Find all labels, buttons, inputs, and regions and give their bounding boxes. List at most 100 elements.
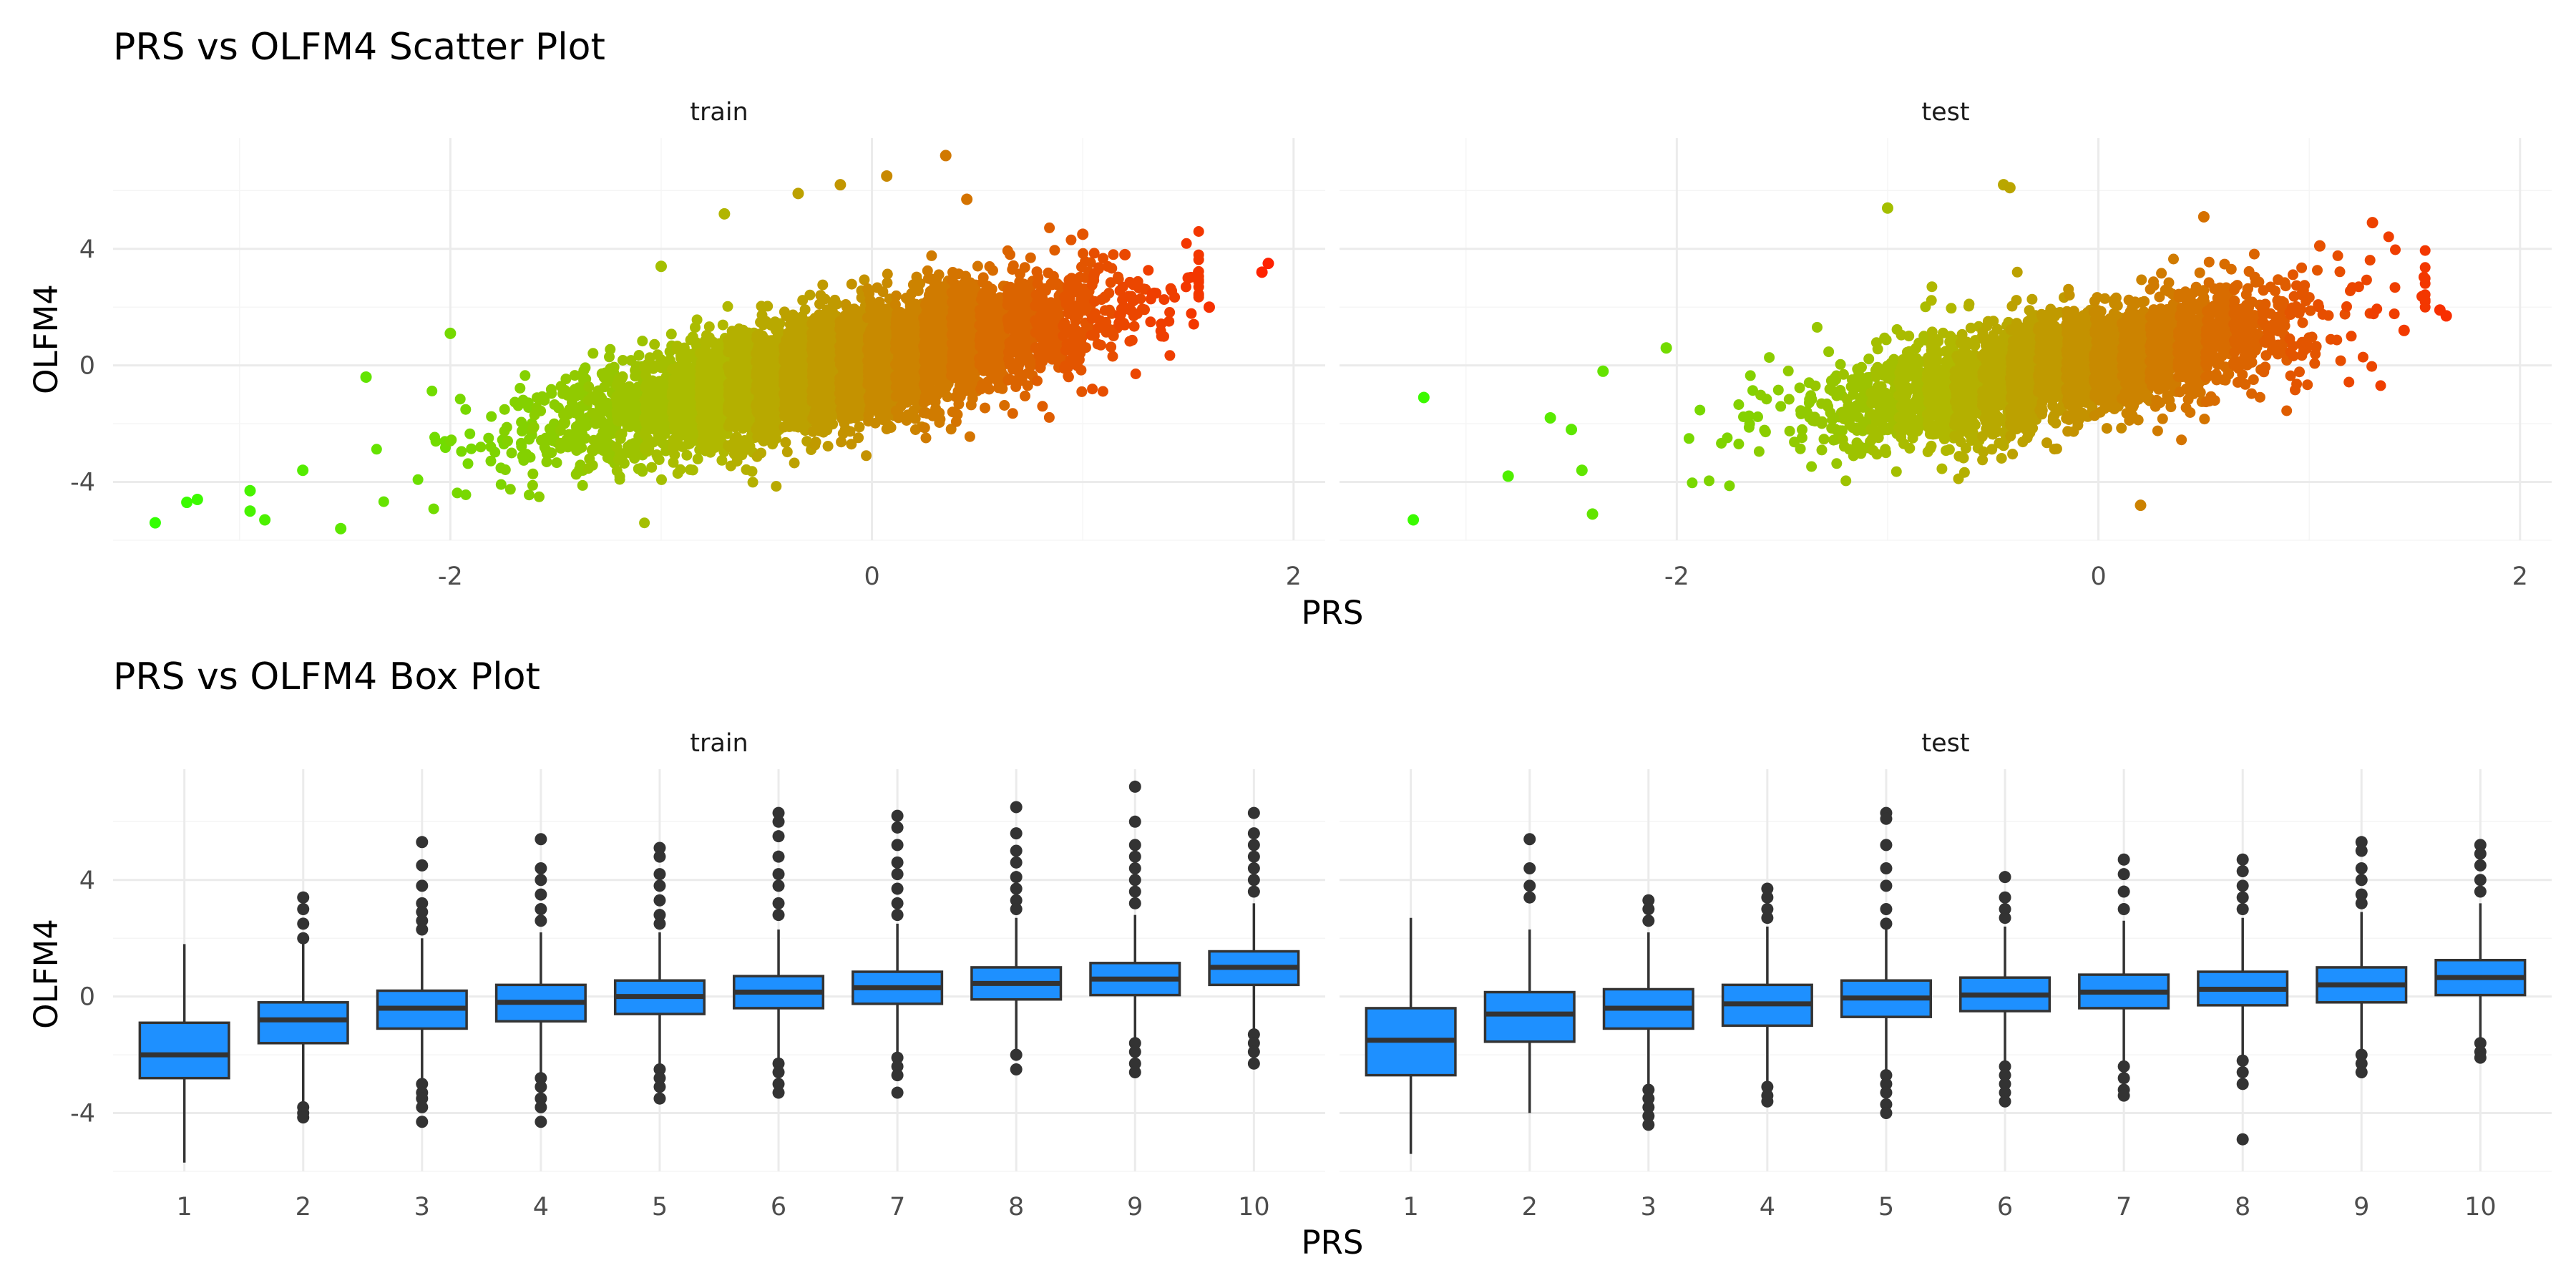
scatter-point: [1262, 258, 1274, 270]
scatter-point: [718, 208, 731, 220]
box-body: [257, 1001, 349, 1045]
outlier-point: [1880, 1078, 1893, 1091]
outlier-point: [772, 879, 785, 892]
outlier-point: [416, 906, 429, 919]
scatter-point: [2440, 310, 2452, 322]
x-tick-label: 6: [1997, 1193, 2013, 1221]
outlier-point: [1999, 1078, 2011, 1091]
outlier-point: [1880, 1086, 1893, 1099]
x-tick-label: -2: [1664, 562, 1689, 591]
scatter-point-group: [2228, 248, 2267, 403]
box-9: [2316, 836, 2408, 1079]
box-body: [1483, 990, 1576, 1043]
box-8: [2197, 853, 2289, 1146]
outlier-point: [1010, 856, 1023, 869]
outlier-point: [2474, 839, 2487, 852]
scatter-point-group: [610, 336, 650, 485]
outlier-point: [416, 1101, 429, 1113]
scatter-point: [2197, 210, 2210, 223]
outlier-point: [891, 1060, 904, 1073]
outlier-point: [2117, 885, 2130, 898]
box-9: [1089, 780, 1181, 1079]
y-tick-label: 0: [79, 983, 95, 1012]
outlier-point: [1642, 894, 1655, 907]
outlier-point: [1999, 1095, 2011, 1108]
outlier-point: [1128, 1066, 1141, 1079]
outlier-point: [891, 897, 904, 909]
outlier-point: [2236, 853, 2249, 866]
scatter-panel-test: test -2 0 2: [1340, 98, 2552, 591]
scatter-point: [2366, 217, 2379, 229]
outlier-point: [1642, 914, 1655, 927]
outlier-point: [1880, 902, 1893, 915]
box-plot: train 1 2 3 4 5 6 7 8 9 10 -4 0 4 test 1 2 3 4 5 6 7 8 9 10 PRS OL…: [27, 729, 2552, 1262]
scatter-point: [2398, 324, 2410, 336]
outlier-point: [416, 1092, 429, 1105]
x-tick-label: 4: [1760, 1193, 1775, 1221]
scatter-point-group: [2313, 250, 2351, 366]
outlier-point: [535, 862, 547, 874]
outlier-point: [2236, 879, 2249, 892]
scatter-point: [1407, 514, 1420, 526]
scatter-point: [792, 187, 804, 200]
outlier-point: [1999, 1086, 2011, 1099]
scatter-point-group: [2200, 256, 2239, 408]
outlier-point: [2355, 844, 2368, 857]
scatter-point: [1576, 464, 1588, 477]
outlier-point: [1880, 917, 1893, 930]
outlier-point: [891, 839, 904, 852]
scatter-point-group: [862, 268, 901, 434]
outlier-point: [2117, 868, 2130, 881]
scatter-point-group: [371, 444, 389, 507]
outlier-point: [1642, 1092, 1655, 1105]
scatter-point: [1544, 411, 1556, 424]
x-axis-title: PRS: [1302, 1224, 1364, 1262]
x-tick-label: 1: [1403, 1193, 1419, 1221]
box-3: [376, 836, 468, 1128]
scatter-extreme-points: [149, 150, 1274, 535]
outlier-point: [1999, 1060, 2011, 1073]
scatter-point: [1660, 342, 1672, 354]
scatter-point: [181, 497, 193, 509]
outlier-point: [2117, 1089, 2130, 1102]
scatter-point: [244, 484, 256, 497]
outlier-point: [1128, 897, 1141, 909]
scatter-point: [881, 170, 893, 182]
outlier-point: [1128, 1037, 1141, 1050]
scatter-point: [940, 150, 952, 162]
box-body: [138, 1021, 230, 1080]
outlier-point: [891, 809, 904, 822]
outlier-point: [2474, 847, 2487, 860]
outlier-point: [1642, 1101, 1655, 1113]
outlier-point: [1247, 806, 1260, 819]
x-tick-label: 10: [1238, 1193, 1270, 1221]
outlier-point: [1128, 839, 1141, 852]
outlier-point: [772, 1057, 785, 1070]
scatter-point-group: [1002, 245, 1040, 419]
x-tick-label: 5: [652, 1193, 668, 1221]
scatter-point-group: [918, 250, 957, 444]
outlier-point: [1247, 1037, 1260, 1050]
scatter-point: [1203, 301, 1215, 313]
outlier-point: [1999, 891, 2011, 904]
box-10: [1208, 806, 1300, 1070]
outlier-point: [772, 868, 785, 881]
scatter-point: [1502, 470, 1514, 482]
scatter-point: [1586, 508, 1599, 520]
outlier-point: [2117, 1072, 2130, 1085]
scatter-gridlines: [1340, 138, 2552, 541]
outlier-point: [2474, 1037, 2487, 1050]
x-tick-label: 4: [533, 1193, 549, 1221]
outlier-point: [535, 888, 547, 901]
outlier-point: [1128, 1045, 1141, 1058]
outlier-point: [416, 879, 429, 892]
box-1: [138, 944, 230, 1163]
outlier-point: [1999, 871, 2011, 884]
outlier-point: [1247, 1045, 1260, 1058]
scatter-point-group: [1809, 321, 1848, 469]
scatter-point-group: [1143, 265, 1181, 361]
outlier-point: [653, 868, 666, 881]
scatter-panel-train: train -2 0 2 -4 0 4: [70, 98, 1325, 591]
outlier-point: [2355, 862, 2368, 874]
scatter-point: [297, 464, 309, 477]
